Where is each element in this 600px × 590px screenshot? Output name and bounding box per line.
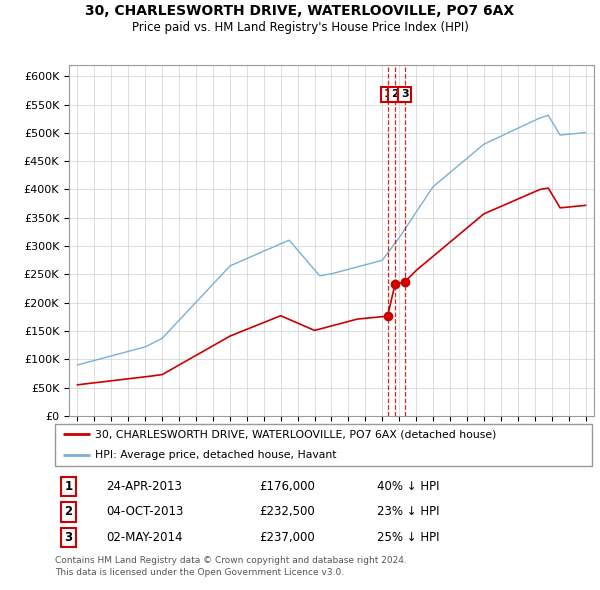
Text: Contains HM Land Registry data © Crown copyright and database right 2024.: Contains HM Land Registry data © Crown c… xyxy=(55,556,407,565)
Text: 2: 2 xyxy=(65,505,73,519)
Text: 2: 2 xyxy=(391,89,399,99)
Text: £237,000: £237,000 xyxy=(259,531,315,544)
Text: 3: 3 xyxy=(65,531,73,544)
Text: £176,000: £176,000 xyxy=(259,480,315,493)
Text: Price paid vs. HM Land Registry's House Price Index (HPI): Price paid vs. HM Land Registry's House … xyxy=(131,21,469,34)
Text: 30, CHARLESWORTH DRIVE, WATERLOOVILLE, PO7 6AX: 30, CHARLESWORTH DRIVE, WATERLOOVILLE, P… xyxy=(85,4,515,18)
Text: 24-APR-2013: 24-APR-2013 xyxy=(106,480,182,493)
Text: This data is licensed under the Open Government Licence v3.0.: This data is licensed under the Open Gov… xyxy=(55,568,344,576)
Text: 1: 1 xyxy=(65,480,73,493)
Text: 40% ↓ HPI: 40% ↓ HPI xyxy=(377,480,440,493)
Text: 3: 3 xyxy=(401,89,409,99)
Text: 25% ↓ HPI: 25% ↓ HPI xyxy=(377,531,440,544)
Text: 04-OCT-2013: 04-OCT-2013 xyxy=(106,505,184,519)
Text: 02-MAY-2014: 02-MAY-2014 xyxy=(106,531,183,544)
Text: 30, CHARLESWORTH DRIVE, WATERLOOVILLE, PO7 6AX (detached house): 30, CHARLESWORTH DRIVE, WATERLOOVILLE, P… xyxy=(95,430,497,439)
Text: £232,500: £232,500 xyxy=(259,505,315,519)
FancyBboxPatch shape xyxy=(55,424,592,466)
Text: 23% ↓ HPI: 23% ↓ HPI xyxy=(377,505,440,519)
Text: 1: 1 xyxy=(383,89,391,99)
Text: HPI: Average price, detached house, Havant: HPI: Average price, detached house, Hava… xyxy=(95,451,337,460)
